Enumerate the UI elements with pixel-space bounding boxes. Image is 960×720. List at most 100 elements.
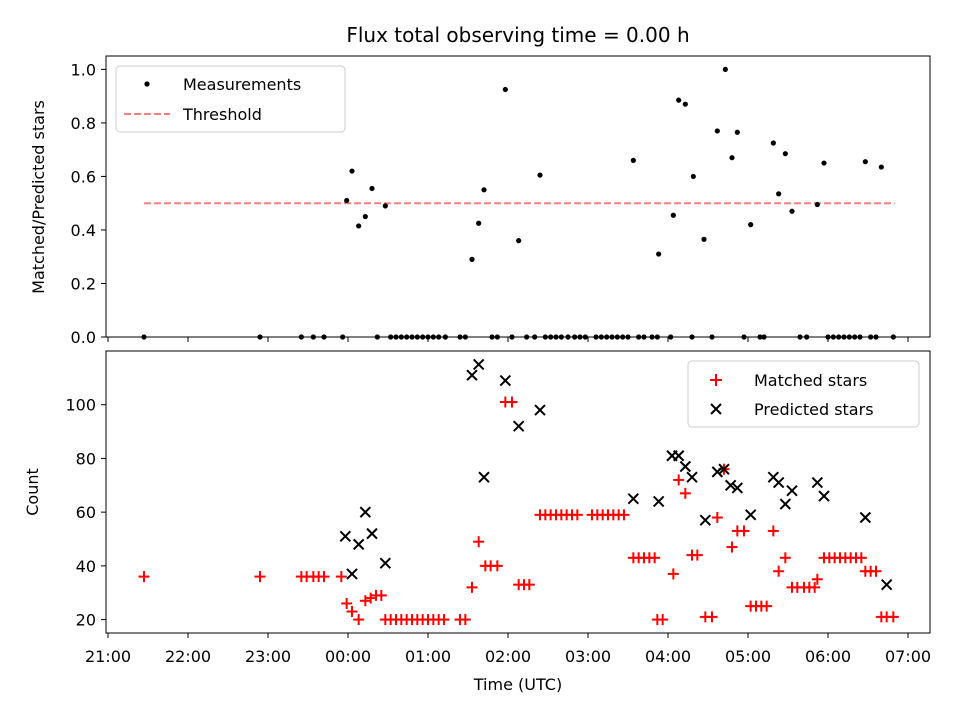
- matched-star-point: [353, 614, 365, 626]
- x-stroke: [811, 476, 824, 489]
- measurement-point: [690, 173, 696, 180]
- bottom-y-axis-label: Count: [23, 468, 42, 516]
- predicted-star-point: [672, 450, 685, 462]
- legend-measurements-label: Measurements: [183, 75, 301, 94]
- x-stroke: [818, 490, 830, 502]
- x-stroke: [366, 527, 378, 540]
- x-tick-label: 22:00: [165, 647, 211, 666]
- predicted-star-point: [699, 514, 712, 526]
- measurement-point: [701, 236, 707, 242]
- measurement-point: [369, 185, 375, 192]
- matched-star-point: [673, 474, 685, 486]
- legend-matched-marker: [710, 374, 722, 386]
- predicted-star-point: [880, 578, 893, 591]
- x-tick-label: 03:00: [565, 647, 611, 666]
- predicted-star-point: [818, 490, 830, 502]
- y-tick-label: 0.4: [71, 221, 96, 240]
- x-tick-label: 01:00: [405, 647, 451, 666]
- measurement-point: [878, 164, 884, 170]
- bottom-x-axis-label: Time (UTC): [473, 675, 562, 694]
- y-tick-label: 20: [76, 611, 96, 630]
- matched-star-point: [466, 581, 478, 593]
- x-stroke: [352, 538, 365, 551]
- predicted-star-point: [811, 476, 824, 489]
- x-stroke: [779, 498, 792, 510]
- matched-star-point: [375, 589, 387, 601]
- matched-star-point: [473, 536, 485, 548]
- predicted-star-point: [711, 466, 724, 478]
- x-stroke: [724, 479, 737, 491]
- predicted-star-point: [339, 530, 352, 543]
- predicted-star-point: [652, 495, 665, 508]
- x-stroke: [744, 509, 757, 521]
- predicted-star-point: [779, 498, 792, 510]
- x-stroke: [859, 511, 872, 524]
- top-panel: 0.0 0.2 0.4 0.6 0.8 1.0 Matched/Predicted sta…: [29, 55, 931, 347]
- measurement-point: [349, 168, 355, 174]
- measurement-point: [676, 97, 682, 103]
- matched-star-point: [711, 512, 723, 524]
- bottom-axes-frame: [105, 350, 931, 634]
- matched-star-point: [738, 525, 750, 537]
- x-stroke: [466, 369, 478, 381]
- bottom-x-ticks: 21:00 22:00 23:00 00:00 01:00 02:00 03:00 04:00…: [85, 633, 931, 666]
- predicted-star-point: [466, 369, 478, 381]
- predicted-star-point: [359, 506, 372, 518]
- matched-star-point: [341, 597, 353, 609]
- x-stroke: [772, 476, 785, 489]
- x-stroke: [880, 578, 893, 591]
- x-stroke: [718, 463, 730, 475]
- x-tick-label: 23:00: [245, 647, 291, 666]
- measurement-point: [682, 101, 688, 107]
- measurement-point: [481, 187, 487, 193]
- x-tick-label: 04:00: [645, 647, 691, 666]
- predicted-star-point: [744, 509, 757, 521]
- predicted-star-point: [379, 557, 392, 569]
- matched-star-point: [679, 487, 691, 499]
- matched-star-point: [691, 549, 703, 561]
- y-tick-label: 0.0: [71, 328, 96, 347]
- measurement-point: [722, 66, 728, 72]
- matched-star-point: [811, 573, 823, 585]
- measurement-point: [670, 212, 676, 218]
- x-tick-label: 02:00: [485, 647, 531, 666]
- matched-star-point: [335, 571, 347, 583]
- predicted-star-point: [478, 471, 490, 483]
- measurement-point: [714, 128, 720, 134]
- x-stroke: [679, 460, 692, 473]
- predicted-star-point: [346, 568, 358, 580]
- matched-star-point: [618, 509, 630, 521]
- y-tick-label: 100: [65, 396, 96, 415]
- legend-predicted-label: Predicted stars: [754, 400, 874, 419]
- legend-predicted-marker: [710, 403, 722, 415]
- measurement-point: [770, 140, 776, 146]
- matched-star-point: [571, 509, 583, 521]
- matched-star-point: [667, 568, 679, 580]
- legend-measurements-marker: [144, 81, 150, 87]
- matched-star-point: [767, 525, 779, 537]
- bottom-panel: 20 40 60 80 100 21:00 22:00 23:00 00:00 01:00 02:…: [23, 350, 931, 694]
- x-stroke: [672, 450, 685, 462]
- top-x-ticks: [107, 337, 909, 342]
- measurement-point: [502, 86, 508, 93]
- predicted-star-point: [724, 479, 737, 491]
- matched-star-point: [779, 552, 791, 564]
- measurement-point: [537, 172, 543, 178]
- matched-star-point: [438, 614, 450, 626]
- x-stroke: [786, 484, 798, 497]
- y-tick-label: 40: [76, 557, 96, 576]
- top-y-axis-label: Matched/Predicted stars: [29, 100, 48, 294]
- matched-star-point: [346, 606, 358, 618]
- predicted-star-point: [679, 460, 692, 473]
- predicted-star-point: [718, 463, 730, 475]
- predicted-star-point: [352, 538, 365, 551]
- matched-star-point: [870, 565, 882, 577]
- y-tick-label: 0.8: [71, 114, 96, 133]
- x-stroke: [499, 374, 512, 387]
- predicted-star-point: [499, 374, 512, 387]
- x-tick-label: 05:00: [725, 647, 771, 666]
- x-tick-label: 06:00: [805, 647, 851, 666]
- matched-star-point: [523, 579, 535, 591]
- predicted-stars-points: [339, 358, 893, 591]
